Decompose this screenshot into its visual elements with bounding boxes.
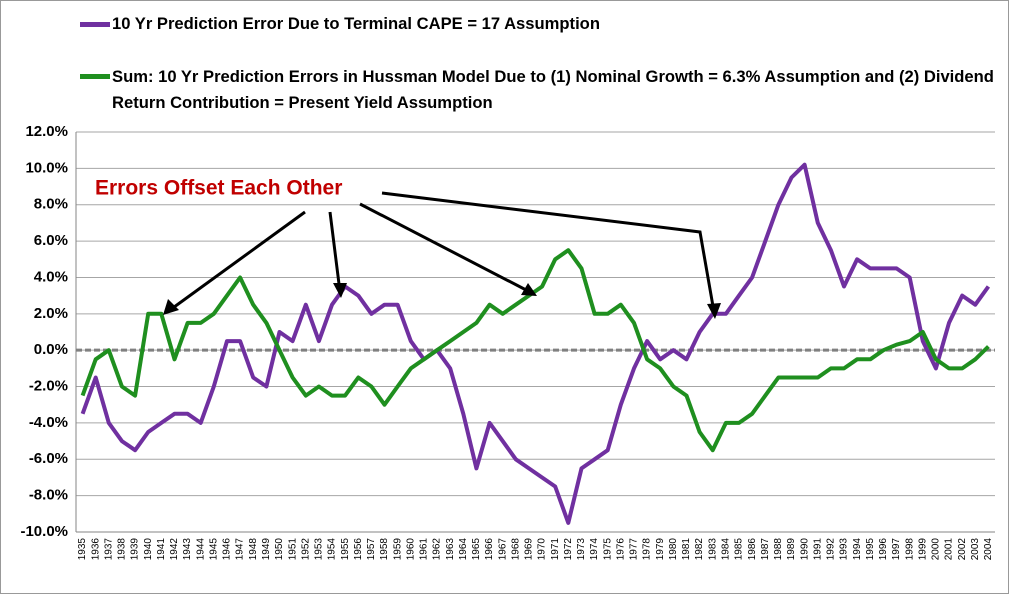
x-tick-label: 1965 [471,538,482,561]
x-tick-label: 1969 [524,538,535,561]
legend-entry: Sum: 10 Yr Prediction Errors in Hussman … [112,67,994,112]
y-tick-label: -10.0% [20,523,68,540]
annotation: Errors Offset Each Other [95,177,342,200]
y-tick-label: 4.0% [34,268,68,285]
x-tick-label: 1941 [156,538,167,561]
x-tick-label: 1977 [629,538,640,561]
x-tick-label: 1993 [839,538,850,561]
x-tick-label: 1974 [589,538,600,561]
x-tick-label: 1992 [826,538,837,561]
x-tick-label: 1994 [852,538,863,561]
x-tick-label: 1964 [458,538,469,561]
x-tick-label: 1954 [327,538,338,561]
x-tick-label: 1998 [904,538,915,561]
x-tick-label: 1989 [786,538,797,561]
x-tick-label: 1986 [747,538,758,561]
x-tick-label: 1982 [694,538,705,561]
x-tick-label: 2004 [983,538,994,561]
x-tick-label: 1980 [668,538,679,561]
x-tick-label: 1936 [90,538,101,561]
y-tick-label: -6.0% [29,450,68,467]
x-tick-label: 1962 [432,538,443,561]
x-tick-label: 1935 [77,538,88,561]
y-tick-label: -2.0% [29,378,68,395]
series-line [80,162,991,525]
x-tick-label: 1966 [484,538,495,561]
x-tick-label: 1949 [261,538,272,561]
x-tick-label: 1950 [274,538,285,561]
x-tick-label: 1944 [195,538,206,561]
y-tick-label: 2.0% [34,305,68,322]
x-tick-label: 1995 [865,538,876,561]
x-tick-label: 1975 [602,538,613,561]
x-tick-label: 1987 [760,538,771,561]
legend-swatch [80,22,110,27]
x-tick-label: 1990 [799,538,810,561]
x-tick-label: 1939 [130,538,141,561]
x-tick-label: 2003 [970,538,981,561]
x-tick-label: 1973 [576,538,587,561]
x-tick-label: 1991 [812,538,823,561]
legend-swatch [80,74,110,79]
x-tick-label: 2002 [957,538,968,561]
x-tick-label: 1997 [891,538,902,561]
x-tick-label: 1946 [222,538,233,561]
y-tick-label: 12.0% [25,123,68,140]
x-tick-label: 1943 [182,538,193,561]
x-tick-label: 1947 [235,538,246,561]
x-tick-label: 1970 [537,538,548,561]
x-tick-label: 1958 [379,538,390,561]
x-tick-label: 1999 [917,538,928,561]
x-tick-label: 2001 [944,538,955,561]
x-tick-label: 1981 [681,538,692,561]
x-tick-label: 1937 [103,538,114,561]
y-tick-label: -4.0% [29,414,68,431]
x-tick-label: 1971 [550,538,561,561]
x-tick-label: 1988 [773,538,784,561]
y-tick-label: 10.0% [25,159,68,176]
x-tick-label: 1953 [314,538,325,561]
y-tick-label: 0.0% [34,341,68,358]
x-tick-label: 1978 [642,538,653,561]
annotation-arrows [169,191,716,313]
x-tick-label: 1979 [655,538,666,561]
x-tick-label: 1959 [392,538,403,561]
x-tick-label: 1968 [510,538,521,561]
x-tick-label: 1942 [169,538,180,561]
x-tick-label: 1957 [366,538,377,561]
x-tick-label: 1976 [615,538,626,561]
x-tick-label: 1996 [878,538,889,561]
x-tick-label: 1956 [353,538,364,561]
x-tick-label: 1967 [497,538,508,561]
y-tick-label: 6.0% [34,232,68,249]
x-tick-label: 1940 [143,538,154,561]
y-tick-label: 8.0% [34,196,68,213]
x-tick-label: 1963 [445,538,456,561]
x-tick-label: 1960 [405,538,416,561]
series-line [80,248,990,453]
x-tick-label: 1951 [287,538,298,561]
x-tick-label: 1985 [734,538,745,561]
x-tick-label: 1983 [707,538,718,561]
x-tick-label: 2000 [931,538,942,561]
x-tick-label: 1952 [300,538,311,561]
x-tick-label: 1948 [248,538,259,561]
legend-entry: 10 Yr Prediction Error Due to Terminal C… [112,14,600,33]
y-tick-label: -8.0% [29,487,68,504]
x-tick-label: 1984 [721,538,732,561]
x-tick-label: 1961 [419,538,430,561]
x-tick-label: 1955 [340,538,351,561]
x-tick-label: 1945 [208,538,219,561]
x-tick-label: 1972 [563,538,574,561]
x-tick-label: 1938 [117,538,128,561]
arrow-heads [163,283,721,319]
